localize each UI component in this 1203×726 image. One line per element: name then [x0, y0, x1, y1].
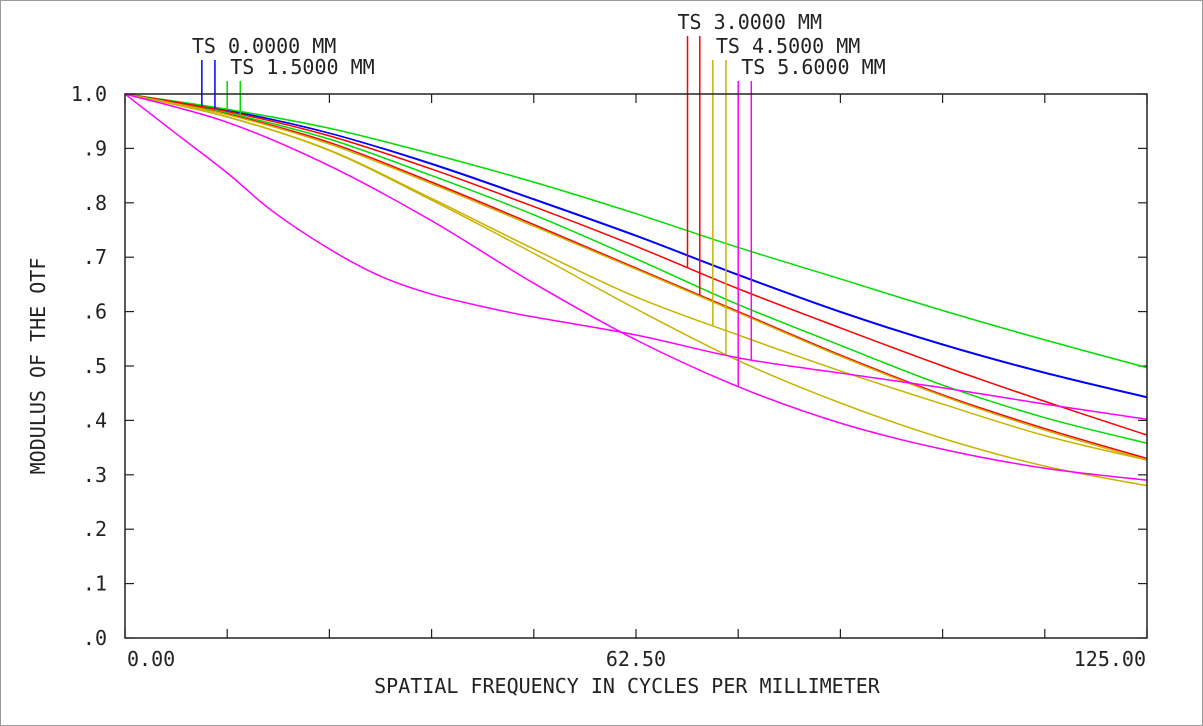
- x-tick-labels: 0.00 62.50 125.00: [127, 647, 1146, 671]
- series-line: [124, 93, 1148, 460]
- x-tick-label: 0.00: [127, 647, 175, 671]
- x-axis-label: SPATIAL FREQUENCY IN CYCLES PER MILLIMET…: [374, 674, 881, 698]
- series-line: [124, 93, 1148, 369]
- series-line: [124, 93, 1148, 421]
- series-line: [124, 93, 1148, 487]
- y-tick-label: .4: [83, 408, 107, 432]
- legend-label: TS 1.5000 MM: [230, 55, 375, 79]
- series-line: [124, 93, 1148, 461]
- y-tick-label: .6: [83, 300, 107, 324]
- y-tick-label: .7: [83, 245, 107, 269]
- y-tick-label: .9: [83, 136, 107, 160]
- axis-ticks: [124, 93, 1148, 639]
- y-tick-label: 1.0: [71, 82, 107, 106]
- x-tick-label: 125.00: [1074, 647, 1146, 671]
- y-tick-label: .0: [83, 626, 107, 650]
- y-tick-labels: .0 .1 .2 .3 .4 .5 .6 .7 .8 .9 1.0: [71, 82, 107, 650]
- legend-label: TS 3.0000 MM: [678, 10, 823, 34]
- y-tick-label: .5: [83, 354, 107, 378]
- series-line: [124, 93, 1148, 461]
- y-tick-label: .3: [83, 463, 107, 487]
- series-line: [124, 93, 1148, 399]
- x-tick-label: 62.50: [606, 647, 666, 671]
- y-tick-label: .1: [83, 572, 107, 596]
- plot-area-border: [124, 93, 1148, 639]
- series-line: [124, 93, 1148, 444]
- y-axis-label: MODULUS OF THE OTF: [26, 258, 50, 475]
- legend-label: TS 4.5000 MM: [716, 34, 861, 58]
- series-line: [124, 93, 1148, 436]
- y-tick-label: .8: [83, 191, 107, 215]
- legend-label: TS 0.0000 MM: [192, 34, 337, 58]
- series-line: [124, 93, 1148, 398]
- y-tick-label: .2: [83, 517, 107, 541]
- series-line: [124, 93, 1148, 481]
- series-group: [124, 93, 1148, 487]
- legend-label: TS 5.6000 MM: [741, 55, 886, 79]
